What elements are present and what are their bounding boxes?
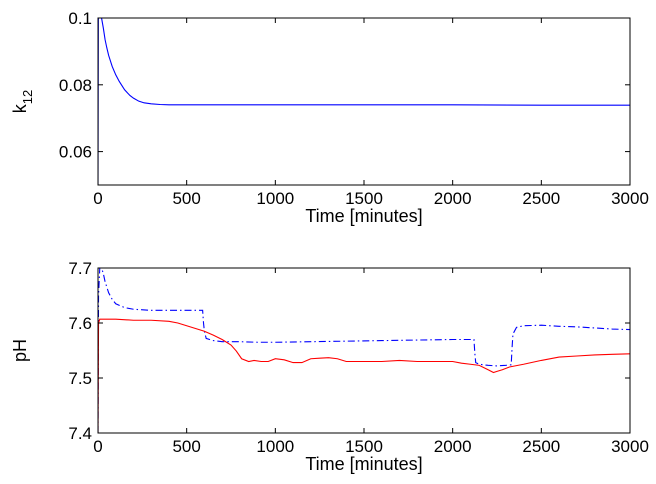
x-tick-label: 2000 [434,437,472,456]
x-tick-label: 2500 [522,189,560,208]
y-axis-label-main: k [10,103,30,113]
y-tick-label: 7.5 [68,369,92,388]
y-axis-label-main: pH [10,339,30,362]
y-axis-label: pH [10,339,30,362]
x-tick-label: 1500 [345,437,383,456]
x-tick-label: 0 [93,437,102,456]
x-tick-label: 1000 [256,189,294,208]
y-axis-label: k12 [10,90,35,113]
y-tick-label: 7.4 [68,424,92,443]
x-axis-label: Time [minutes] [305,206,422,226]
x-tick-label: 2000 [434,189,472,208]
y-tick-label: 7.7 [68,259,92,278]
series-line-1 [98,18,630,185]
y-tick-label: 0.06 [59,143,92,162]
k12-chart-panel: 0 500 1000 1500 2000 2500 3000 0.06 0.08 0.1 Time … [10,9,649,226]
x-axis-label: Time [minutes] [305,454,422,474]
y-tick-label: 0.08 [59,76,92,95]
y-axis-label-subscript: 12 [20,90,35,104]
series-line-1 [98,268,630,433]
axes-box [97,17,631,186]
y-tick-label: 0.1 [68,9,92,28]
y-tick-label: 7.6 [68,314,92,333]
axes-box [97,267,631,434]
x-tick-label: 2500 [522,437,560,456]
x-tick-label: 0 [93,189,102,208]
x-tick-label: 3000 [611,189,649,208]
x-tick-label: 1000 [256,437,294,456]
x-tick-label: 500 [172,437,200,456]
x-tick-label: 3000 [611,437,649,456]
ph-chart-panel: 0 500 1000 1500 2000 2500 3000 7.4 7.5 7.6 7.7 Time… [10,259,649,474]
x-tick-label: 500 [172,189,200,208]
series-line-2 [98,318,630,433]
x-tick-label: 1500 [345,189,383,208]
